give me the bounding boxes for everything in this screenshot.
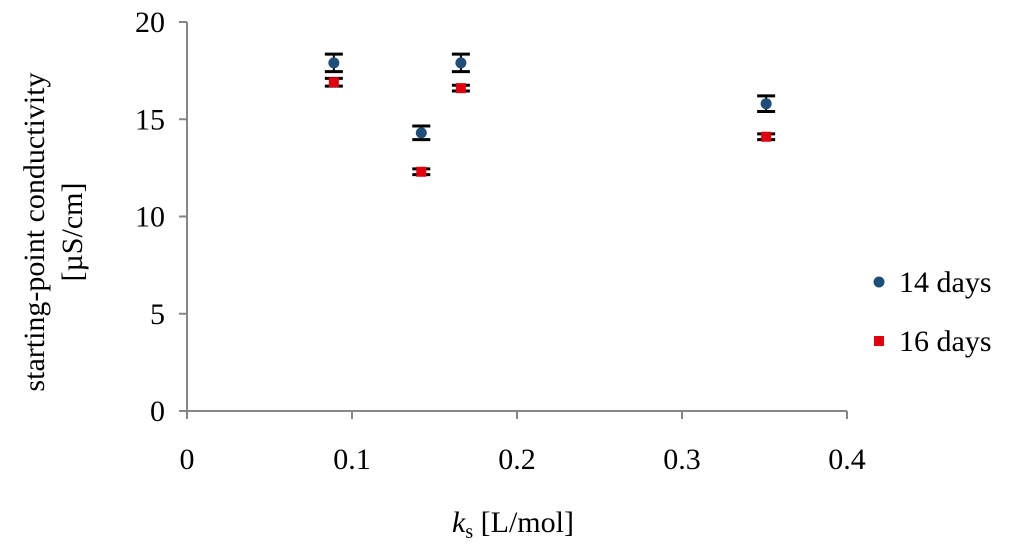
x-axis-label: ks [L/mol] <box>452 506 574 543</box>
y-axis-label-line-1: starting-point conductivity <box>18 72 51 391</box>
data-point <box>416 166 427 177</box>
data-point <box>328 77 339 88</box>
series-14-days <box>324 52 776 142</box>
x-tick-label: 0.2 <box>498 443 536 476</box>
data-point <box>455 83 466 94</box>
x-tick-label: 0 <box>180 443 195 476</box>
data-marks <box>324 52 776 177</box>
legend-label-2: 16 days <box>899 325 992 358</box>
y-axis-label-line-2: [µS/cm] <box>56 183 89 282</box>
legend-marker-1 <box>873 276 885 288</box>
axis-labels: ks [L/mol] starting-point conductivity [µS… <box>18 72 574 543</box>
x-tick-label: 0.3 <box>663 443 701 476</box>
y-axis-label: starting-point conductivity [µS/cm] <box>18 72 89 391</box>
y-tick-label: 10 <box>135 201 165 234</box>
series-16-days <box>324 76 776 177</box>
y-tick-label: 0 <box>150 395 165 428</box>
legend-marker-2 <box>874 336 884 346</box>
legend-label-1: 14 days <box>899 266 992 299</box>
x-tick-label: 0.4 <box>828 443 866 476</box>
y-tick-label: 5 <box>150 298 165 331</box>
axes <box>179 21 848 419</box>
x-tick-label: 0.1 <box>333 443 371 476</box>
tick-labels: 0 5 10 15 20 0 0.1 0.2 0.3 0.4 <box>135 6 866 476</box>
data-point <box>328 57 340 69</box>
data-point <box>455 57 467 69</box>
data-point <box>760 98 772 110</box>
y-tick-label: 15 <box>135 103 165 136</box>
data-point <box>761 131 772 142</box>
legend: 14 days 16 days <box>873 266 992 358</box>
data-point <box>415 127 427 139</box>
y-tick-label: 20 <box>135 6 165 39</box>
